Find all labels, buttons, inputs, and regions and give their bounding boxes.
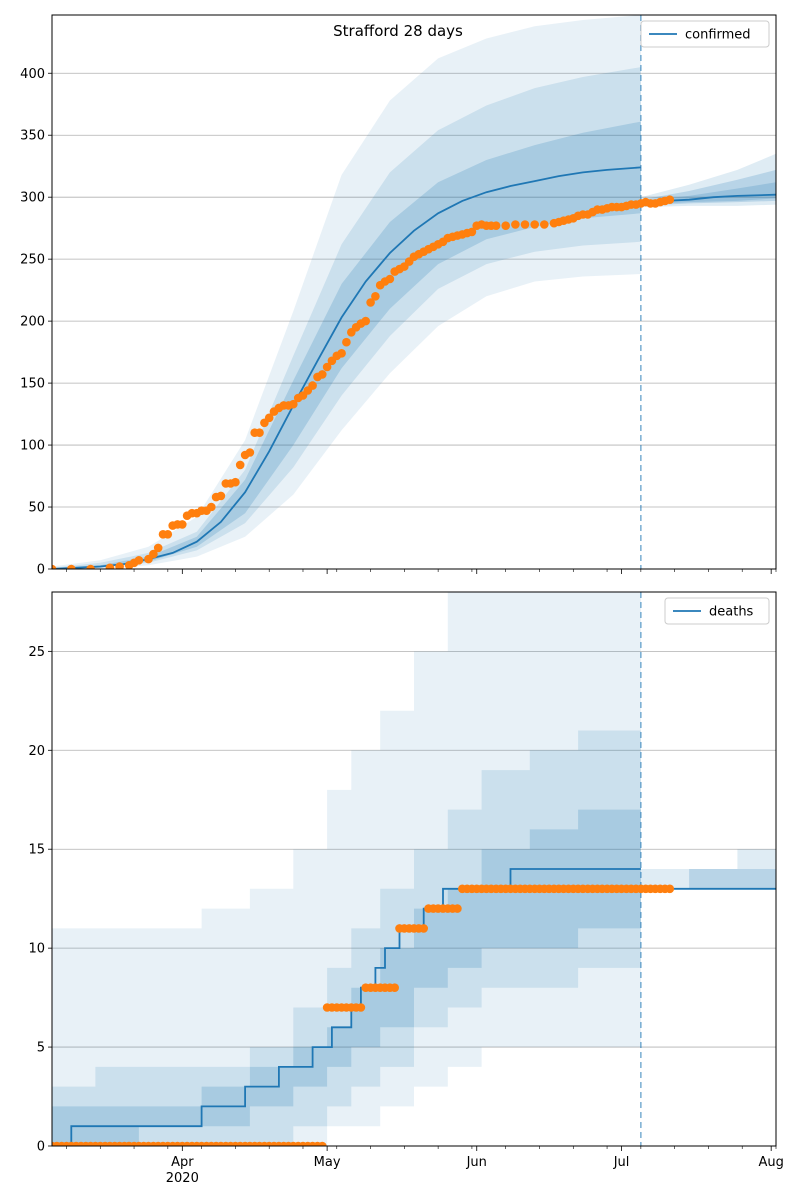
- y-tick-label: 25: [28, 645, 45, 660]
- confirmed-observed-point: [366, 298, 375, 307]
- confirmed-post-forecast-band: [640, 153, 776, 208]
- confirmed-observed-point: [342, 337, 351, 347]
- confirmed-observed-point: [501, 221, 511, 230]
- confirmed-observed-point: [163, 530, 173, 539]
- confirmed-observed-point: [231, 477, 240, 487]
- y-tick-label: 300: [20, 191, 45, 206]
- x-tick-label: Aug: [758, 1155, 783, 1170]
- y-tick-label: 15: [28, 843, 45, 858]
- deaths-observed-point: [356, 1003, 366, 1012]
- confirmed-observed-point: [491, 221, 501, 230]
- legend-box: [640, 20, 770, 48]
- x-tick-label: Jun: [466, 1155, 487, 1170]
- confirmed-legend: confirmed: [640, 20, 770, 48]
- deaths-legend: deaths: [664, 597, 770, 625]
- x-tick-label: May: [314, 1155, 341, 1170]
- deaths-observed-point: [453, 904, 462, 913]
- deaths-observed-point: [419, 924, 429, 933]
- y-tick-label: 250: [20, 253, 45, 268]
- deaths-observed-point: [318, 1141, 327, 1146]
- confirmed-observed-point: [245, 448, 255, 457]
- axes-frame: [51, 591, 777, 1147]
- confirmed-observed-point: [318, 370, 327, 379]
- x-year-label: 2020: [166, 1171, 199, 1186]
- confirmed-observed-point: [322, 362, 332, 372]
- confirmed-observed-point: [178, 520, 187, 529]
- confirmed-observed-point: [289, 399, 298, 409]
- confirmed-observed-point: [134, 556, 144, 565]
- confirmed-observed-point: [86, 564, 95, 569]
- deaths-observed-point: [665, 884, 675, 894]
- confirmed-observed-point: [264, 413, 274, 423]
- legend-box: [664, 597, 770, 625]
- y-tick-label: 350: [20, 129, 45, 144]
- confirmed-observed-point: [149, 549, 158, 559]
- deaths-uncertainty-band: [52, 592, 641, 1146]
- deaths-post-forecast-band: [640, 849, 776, 889]
- confirmed-observed-point: [105, 563, 115, 569]
- x-tick-label: Jul: [613, 1155, 630, 1170]
- confirmed-observed-point: [308, 381, 317, 390]
- confirmed-observed-point: [67, 564, 76, 569]
- confirmed-observed-point: [361, 316, 371, 326]
- confirmed-plot-content: [52, 15, 776, 569]
- y-tick-label: 50: [28, 501, 45, 516]
- confirmed-uncertainty-band: [52, 67, 641, 569]
- confirmed-observed-point: [540, 220, 549, 229]
- deaths-uncertainty-band: [52, 730, 641, 1146]
- confirmed-observed-point: [511, 220, 520, 229]
- legend-label: deaths: [709, 605, 754, 620]
- confirmed-post-forecast-band: [640, 169, 776, 206]
- confirmed-observed-point: [235, 460, 245, 470]
- deaths-uncertainty-band: [52, 809, 641, 1146]
- confirmed-observed-point: [337, 349, 346, 358]
- y-tick-label: 100: [20, 439, 45, 454]
- legend-label: confirmed: [685, 28, 751, 43]
- y-tick-label: 0: [37, 563, 45, 578]
- deaths-panel: 0 5 10 15 20 25 Apr May Jun Jul Aug 2020 deaths: [28, 591, 784, 1186]
- confirmed-observed-point: [216, 491, 226, 501]
- confirmed-observed-point: [115, 562, 124, 569]
- x-tick-label: Apr: [171, 1155, 194, 1170]
- confirmed-post-forecast-band: [640, 182, 776, 205]
- confirmed-observed-point: [665, 195, 675, 204]
- y-tick-label: 10: [28, 942, 45, 957]
- confirmed-uncertainty-band: [52, 15, 641, 569]
- confirmed-observed-point: [385, 274, 395, 284]
- deaths-observed-point: [390, 983, 400, 992]
- axes-frame: [51, 14, 777, 570]
- deaths-plot-content: [52, 592, 776, 1146]
- confirmed-panel: 0 50 100 150 200 250 300 350 400 confirmed: [20, 14, 777, 578]
- confirmed-observed-point: [530, 220, 539, 229]
- y-tick-label: 150: [20, 377, 45, 392]
- confirmed-observed-point: [255, 428, 264, 438]
- confirmed-observed-point: [207, 502, 216, 512]
- y-tick-label: 400: [20, 67, 45, 82]
- y-tick-label: 200: [20, 315, 45, 330]
- confirmed-observed-point: [467, 227, 477, 237]
- chart-title: Strafford 28 days: [333, 22, 463, 40]
- confirmed-observed-point: [371, 292, 380, 301]
- y-tick-label: 0: [37, 1140, 45, 1155]
- y-tick-label: 20: [28, 744, 45, 759]
- confirmed-observed-point: [520, 220, 530, 229]
- y-tick-label: 5: [37, 1041, 45, 1056]
- confirmed-observed-point: [153, 543, 163, 553]
- deaths-post-forecast-band: [640, 869, 776, 889]
- confirmed-observed-point: [52, 564, 57, 569]
